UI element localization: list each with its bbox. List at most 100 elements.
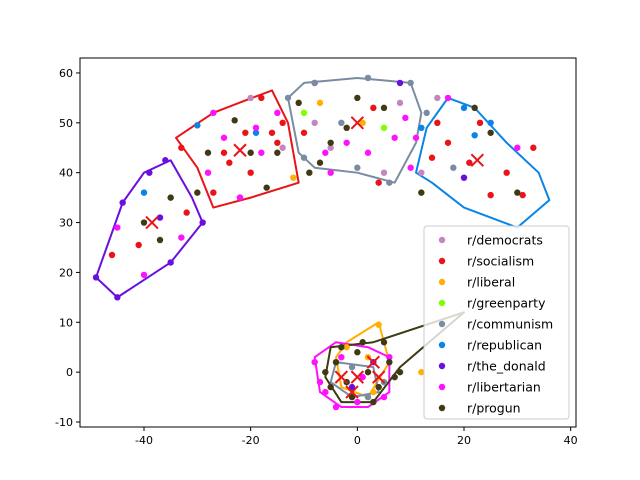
point-the_donald-6 [146, 169, 153, 176]
point-republican-5 [460, 104, 468, 112]
point-libertarian-19 [514, 144, 521, 151]
point-libertarian-8 [204, 169, 212, 176]
point-socialism-25 [434, 119, 441, 127]
point-socialism-19 [487, 191, 494, 199]
point-socialism-3 [178, 144, 185, 151]
centroid-marker-4 [366, 355, 381, 369]
hull-7 [324, 311, 465, 404]
point-libertarian-0 [140, 271, 148, 279]
y-tick-label: 30 [59, 217, 73, 230]
point-socialism-18 [476, 119, 484, 127]
point-libertarian-26 [359, 373, 366, 381]
point-communism-7 [386, 179, 393, 186]
point-progun-24 [386, 358, 393, 366]
point-progun-30 [327, 383, 334, 391]
legend-label: r/greenparty [467, 296, 546, 311]
point-liberal-6 [343, 344, 350, 351]
point-libertarian-16 [407, 164, 414, 171]
point-the_donald-0 [92, 274, 100, 281]
point-libertarian-20 [316, 378, 324, 386]
point-liberal-4 [418, 368, 425, 376]
hull-6 [329, 361, 380, 399]
point-libertarian-2 [114, 224, 121, 231]
point-libertarian-23 [380, 393, 388, 401]
point-libertarian-12 [343, 139, 350, 146]
centroid-marker-8 [345, 385, 359, 399]
centroid-marker-5 [350, 370, 365, 384]
point-progun-10 [306, 169, 313, 176]
point-progun-1 [167, 194, 174, 201]
point-libertarian-4 [220, 134, 228, 141]
hull-2 [287, 76, 423, 184]
centroid-marker-7 [371, 370, 386, 384]
y-tick-label: 20 [59, 266, 73, 279]
point-libertarian-27 [386, 353, 393, 361]
y-tick-label: 60 [59, 67, 73, 80]
point-progun-22 [364, 368, 372, 376]
point-communism-3 [407, 79, 414, 87]
legend-label: r/the_donald [467, 359, 546, 374]
point-communism-6 [300, 154, 308, 161]
legend-label: r/liberal [467, 275, 515, 290]
hull-3 [415, 96, 551, 229]
centroid-marker-6 [334, 370, 349, 384]
point-socialism-1 [135, 241, 142, 249]
point-socialism-16 [444, 139, 452, 146]
x-tick-label: 20 [457, 434, 471, 447]
point-liberal-2 [359, 119, 366, 127]
point-socialism-0 [108, 251, 116, 259]
point-libertarian-7 [236, 194, 244, 201]
point-republican-0 [140, 189, 148, 196]
point-progun-16 [418, 189, 425, 196]
point-libertarian-15 [364, 149, 372, 156]
legend-marker [438, 257, 446, 265]
point-progun-9 [295, 99, 302, 107]
point-progun-7 [231, 117, 238, 124]
point-socialism-26 [242, 129, 249, 136]
point-socialism-10 [247, 169, 254, 176]
point-socialism-13 [375, 179, 382, 186]
point-democrats-7 [279, 144, 286, 151]
point-the_donald-3 [162, 157, 169, 164]
point-socialism-15 [428, 154, 436, 161]
scatter-points [92, 74, 537, 411]
point-progun-33 [380, 339, 388, 346]
point-the_donald-9 [460, 174, 468, 181]
point-progun-20 [332, 358, 340, 366]
point-progun-32 [338, 344, 345, 351]
plot-frame [79, 57, 577, 428]
point-greenparty-0 [300, 109, 308, 117]
point-communism-4 [423, 109, 430, 117]
point-progun-3 [194, 189, 201, 196]
point-progun-18 [514, 189, 521, 196]
y-tick-label: 10 [59, 316, 73, 329]
point-liberal-1 [290, 174, 297, 181]
point-communism-10 [348, 363, 356, 371]
point-libertarian-28 [322, 388, 329, 396]
point-the_donald-7 [167, 259, 174, 266]
point-liberal-3 [375, 321, 382, 328]
point-republican-2 [252, 129, 260, 136]
point-the_donald-4 [156, 214, 164, 221]
point-republican-3 [418, 124, 425, 132]
point-democrats-6 [418, 169, 425, 176]
point-progun-31 [359, 339, 366, 346]
point-communism-8 [354, 164, 361, 171]
y-tick-label: 40 [59, 167, 73, 180]
point-communism-11 [364, 393, 372, 401]
x-tick-label: 40 [564, 434, 578, 447]
point-progun-13 [343, 124, 350, 132]
point-the_donald-10 [348, 383, 356, 391]
x-tick-label: 0 [354, 434, 361, 447]
point-socialism-20 [503, 169, 510, 176]
point-progun-2 [156, 236, 164, 244]
point-progun-25 [322, 368, 329, 376]
point-libertarian-3 [210, 109, 217, 117]
y-tick-label: 0 [66, 366, 73, 379]
point-libertarian-5 [252, 124, 260, 132]
legend-marker [438, 320, 446, 328]
point-socialism-11 [300, 129, 308, 136]
point-socialism-17 [466, 159, 473, 166]
point-progun-12 [380, 104, 388, 112]
point-democrats-5 [434, 94, 441, 102]
